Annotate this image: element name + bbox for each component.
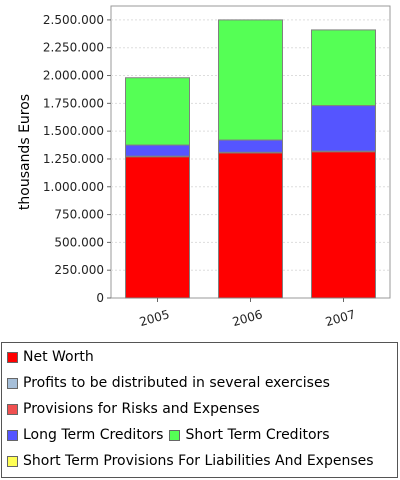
legend-swatch <box>169 429 181 441</box>
legend-label: Provisions for Risks and Expenses <box>23 401 260 417</box>
legend-swatch <box>7 429 18 441</box>
legend-row: Short Term Provisions For Liabilities An… <box>7 453 380 469</box>
y-tick-label: 1.250.000 <box>43 152 104 166</box>
x-tick-label: 2005 <box>138 307 171 329</box>
legend-label: Profits to be distributed in several exe… <box>23 375 330 391</box>
y-tick-label: 1.500.000 <box>43 124 104 138</box>
legend-swatch <box>7 377 18 389</box>
legend-item: Profits to be distributed in several exe… <box>7 375 330 391</box>
y-tick-label: 500.000 <box>54 235 104 249</box>
bar-segment-long-term-creditors-2005 <box>125 144 190 157</box>
legend: Net Worth Profits to be distributed in se… <box>1 342 398 478</box>
legend-label: Net Worth <box>23 349 94 365</box>
y-tick-label: 2.250.000 <box>43 41 104 55</box>
legend-swatch <box>7 455 18 467</box>
legend-label: Long Term Creditors <box>23 427 164 443</box>
legend-item: Short Term Creditors <box>169 427 330 443</box>
legend-item: Net Worth <box>7 349 94 365</box>
stacked-bar-chart: 0 250.000 500.000 750.000 1.000.000 1.250.000… <box>17 5 391 329</box>
bar-segment-net-worth-2006 <box>218 152 283 299</box>
bar-segment-net-worth-2005 <box>125 156 190 299</box>
bar-segment-long-term-creditors-2006 <box>218 139 283 153</box>
y-tick-label: 2.500.000 <box>43 13 104 27</box>
y-tick-label: 1.000.000 <box>43 180 104 194</box>
legend-label: Short Term Provisions For Liabilities An… <box>23 453 374 469</box>
y-tick-label: 750.000 <box>54 208 104 222</box>
bar-segment-short-term-creditors-2006 <box>218 19 283 141</box>
x-tick-label: 2006 <box>231 307 264 329</box>
x-tick-label: 2007 <box>324 307 357 329</box>
legend-row: Net Worth <box>7 349 100 365</box>
y-axis-label: thousands Euros <box>17 94 33 210</box>
bar-segment-short-term-creditors-2007 <box>311 29 376 107</box>
legend-item: Long Term Creditors <box>7 427 163 443</box>
legend-swatch <box>7 351 18 363</box>
bar-segment-net-worth-2007 <box>311 151 376 299</box>
legend-item: Short Term Provisions For Liabilities An… <box>7 453 374 469</box>
y-tick-label: 0 <box>96 291 104 305</box>
y-tick-label: 1.750.000 <box>43 96 104 110</box>
legend-swatch <box>7 403 18 415</box>
legend-row: Long Term Creditors Short Term Creditors <box>7 427 336 443</box>
legend-item: Provisions for Risks and Expenses <box>7 401 260 417</box>
legend-row: Provisions for Risks and Expenses <box>7 401 266 417</box>
legend-row: Profits to be distributed in several exe… <box>7 375 336 391</box>
y-tick-label: 2.000.000 <box>43 69 104 83</box>
bar-segment-short-term-creditors-2005 <box>125 77 190 146</box>
y-tick-label: 250.000 <box>54 263 104 277</box>
bar-segment-long-term-creditors-2007 <box>311 105 376 152</box>
legend-label: Short Term Creditors <box>185 427 330 443</box>
